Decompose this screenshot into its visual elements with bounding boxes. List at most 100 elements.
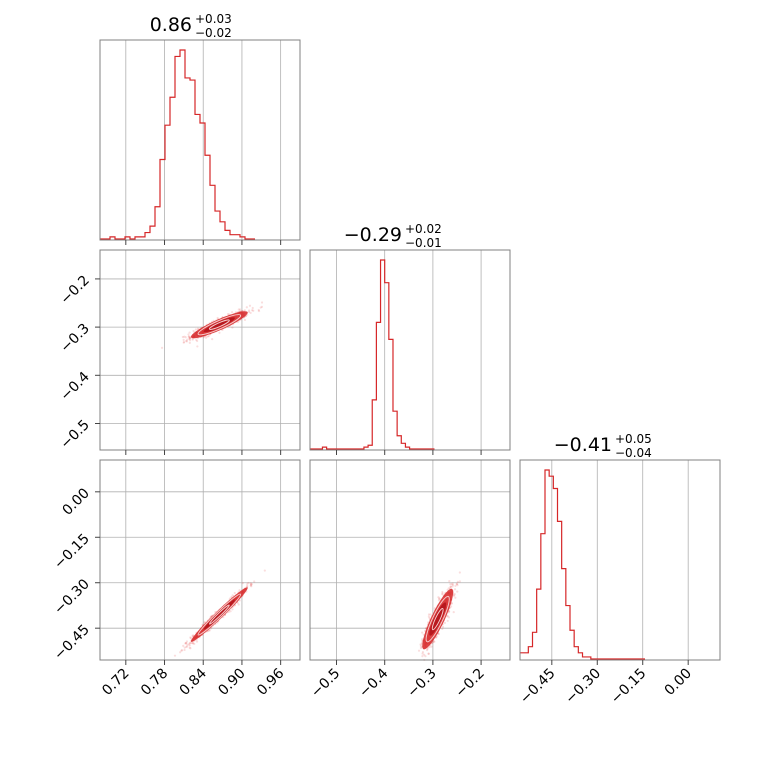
sample-point (191, 641, 194, 645)
sample-point (428, 645, 431, 649)
x-tick-label-param-2: −0.4 (356, 665, 391, 700)
sample-point (184, 336, 187, 339)
contour-line-2 (208, 604, 230, 625)
sample-point (179, 651, 182, 654)
sample-point (450, 583, 453, 586)
sample-point (188, 331, 191, 334)
sample-point (427, 652, 430, 655)
sample-point (448, 610, 451, 613)
sample-point (447, 587, 450, 590)
sample-point (187, 335, 190, 339)
sample-point (187, 643, 191, 646)
sample-point (203, 620, 206, 623)
sample-point (438, 597, 441, 600)
sample-point (185, 339, 188, 343)
sample-point (257, 309, 261, 313)
sample-point (452, 594, 455, 597)
x-tick-label-param-3: −0.45 (517, 666, 559, 708)
sample-point (432, 640, 435, 643)
sample-point (241, 582, 244, 585)
sample-point (455, 582, 459, 585)
sample-point (226, 313, 230, 316)
sample-point (188, 644, 191, 647)
sample-point (188, 646, 191, 649)
sample-point (189, 636, 192, 639)
scatter-panel-r1c0 (160, 301, 264, 349)
sample-point (247, 581, 250, 585)
sample-point (253, 580, 256, 583)
sample-point (260, 305, 264, 309)
sample-point (246, 584, 249, 588)
sample-point (246, 583, 249, 586)
sample-point (238, 308, 242, 311)
contour-line-2 (431, 607, 444, 631)
sample-point (259, 306, 262, 309)
density-level-2 (429, 602, 447, 636)
sample-point (191, 338, 194, 341)
sample-point (195, 338, 198, 341)
sample-point (446, 619, 449, 622)
sample-point (438, 597, 441, 600)
sample-point (196, 345, 199, 348)
y-tick-label-param-3: −0.15 (51, 531, 93, 573)
sample-point (441, 593, 444, 596)
sample-point (458, 580, 461, 583)
sample-point (227, 610, 230, 614)
panel-r0c0-frame (99, 39, 301, 241)
sample-point (231, 326, 234, 329)
x-tick-label-param-1: 0.72 (99, 666, 132, 699)
sample-point (249, 583, 253, 587)
sample-point (243, 309, 246, 312)
sample-point (453, 592, 456, 596)
y-tick-label-param-2: −0.2 (57, 272, 92, 307)
histogram-param-2 (310, 259, 435, 450)
sample-point (247, 309, 251, 312)
sample-point (451, 583, 455, 587)
sample-point (186, 645, 189, 648)
title-minus-param-2: −0.01 (405, 236, 442, 250)
sample-point (229, 610, 232, 613)
sample-point (433, 640, 436, 643)
sample-point (189, 647, 192, 650)
sample-point (192, 329, 195, 333)
sample-point (187, 335, 191, 338)
sample-point (231, 608, 234, 611)
sample-point (257, 308, 260, 312)
sample-point (194, 328, 197, 331)
sample-point (452, 611, 455, 614)
contour-line-1 (197, 593, 242, 636)
sample-point (190, 641, 193, 644)
sample-point (453, 594, 456, 597)
y-tick-label-param-2: −0.4 (57, 369, 92, 404)
title-plus-param-2: +0.02 (405, 222, 442, 236)
sample-point (185, 640, 189, 643)
title-plus-param-1: +0.03 (195, 12, 232, 26)
sample-point (449, 605, 453, 608)
sample-point (188, 337, 191, 340)
sample-point (446, 615, 449, 618)
sample-point (250, 585, 253, 588)
sample-point (238, 599, 241, 602)
title-median-param-3: −0.41 (554, 434, 612, 456)
sample-point (180, 649, 183, 652)
y-tick-label-param-2: −0.5 (57, 417, 92, 452)
sample-point (204, 336, 208, 339)
y-tick-label-param-3: 0.00 (59, 485, 92, 518)
sample-point (419, 646, 423, 650)
sample-point (188, 339, 192, 342)
sample-point (185, 340, 189, 343)
sample-point (427, 613, 431, 616)
sample-point (427, 615, 430, 618)
x-tick-label-param-2: −0.2 (453, 666, 488, 701)
sample-point (443, 621, 447, 624)
sample-point (447, 611, 450, 614)
contour-line-2 (208, 319, 230, 330)
density-level-2 (203, 599, 235, 630)
sample-point (237, 308, 240, 311)
sample-point (201, 623, 204, 626)
title-plus-param-3: +0.05 (615, 432, 652, 446)
sample-point (196, 339, 199, 343)
sample-point (188, 336, 192, 339)
histogram-param-3 (520, 469, 645, 660)
sample-point (185, 642, 188, 645)
